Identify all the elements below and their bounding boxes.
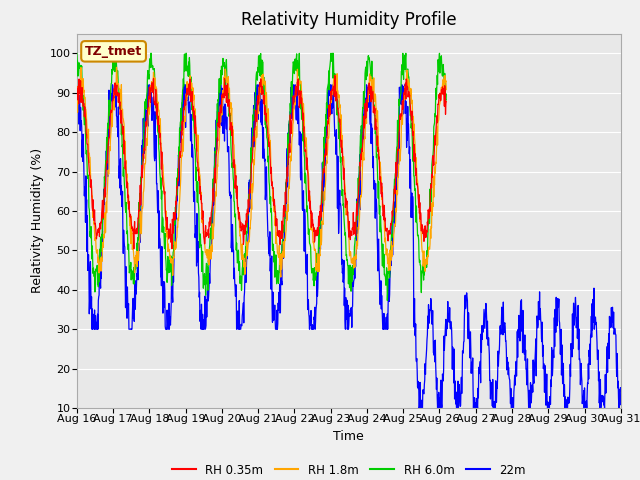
Legend: RH 0.35m, RH 1.8m, RH 6.0m, 22m: RH 0.35m, RH 1.8m, RH 6.0m, 22m xyxy=(167,459,531,480)
Text: TZ_tmet: TZ_tmet xyxy=(85,45,142,58)
X-axis label: Time: Time xyxy=(333,430,364,443)
Title: Relativity Humidity Profile: Relativity Humidity Profile xyxy=(241,11,456,29)
Y-axis label: Relativity Humidity (%): Relativity Humidity (%) xyxy=(31,148,44,293)
